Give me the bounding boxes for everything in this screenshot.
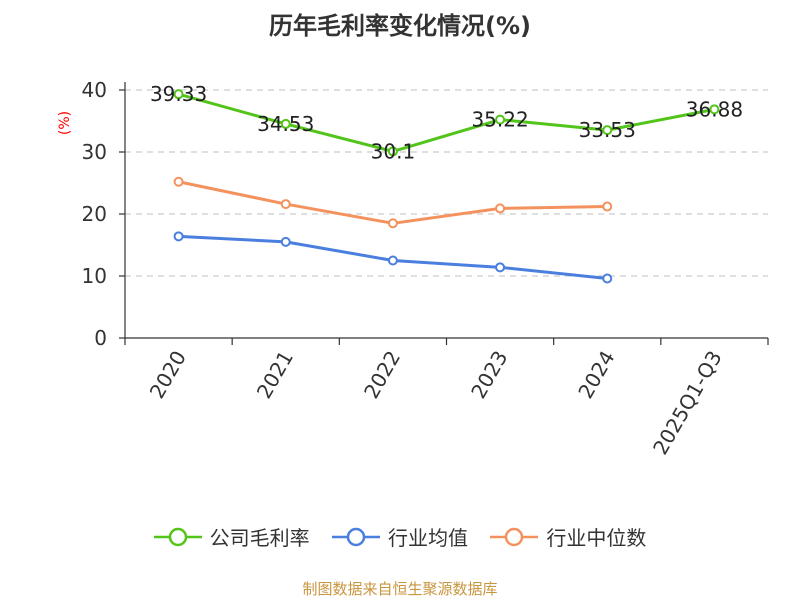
- legend-line-icon: [153, 527, 202, 546]
- legend: 公司毛利率 行业均值 行业中位数: [0, 522, 800, 554]
- legend-label: 公司毛利率: [209, 526, 310, 550]
- data-point: [280, 199, 291, 210]
- chart-title: 历年毛利率变化情况(%): [269, 12, 531, 40]
- data-label: 30.1: [371, 139, 416, 163]
- series-line: [178, 92, 715, 153]
- data-point: [495, 262, 506, 273]
- data-label: 36.88: [686, 97, 743, 121]
- data-point: [495, 203, 506, 214]
- legend-line-icon: [490, 527, 539, 546]
- legend-item-industry-mean[interactable]: 行业均值: [332, 522, 468, 551]
- data-point: [387, 146, 398, 157]
- y-tick-label: 0: [94, 326, 107, 350]
- data-label: 39.33: [150, 82, 207, 106]
- x-tick-label: 2022: [359, 347, 405, 403]
- y-axis-label: (%): [57, 111, 73, 135]
- x-tick-label: 2020: [145, 347, 191, 403]
- data-point: [709, 104, 720, 115]
- data-label: 35.22: [471, 108, 528, 132]
- x-tick-label: 2021: [252, 347, 298, 403]
- line-chart: 0 10 20 30 40 (%) 2020 2021 2022 2023 2024 2025Q1-Q…: [57, 78, 769, 459]
- data-point: [173, 231, 184, 242]
- series-line: [178, 180, 608, 225]
- y-tick-label: 20: [82, 202, 107, 226]
- legend-item-company[interactable]: 公司毛利率: [153, 522, 310, 551]
- data-label: 34.53: [257, 112, 314, 136]
- y-tick-label: 10: [82, 264, 107, 288]
- legend-label: 行业中位数: [546, 526, 647, 550]
- data-point: [387, 255, 398, 266]
- legend-label: 行业均值: [388, 526, 468, 550]
- x-tick-label: 2025Q1-Q3: [648, 347, 727, 459]
- data-point: [280, 118, 291, 129]
- data-point: [602, 273, 613, 284]
- data-point: [602, 125, 613, 136]
- x-tick-label: 2024: [573, 347, 619, 403]
- data-point: [387, 218, 398, 229]
- y-tick-label: 40: [82, 78, 107, 102]
- data-point: [173, 176, 184, 187]
- legend-item-industry-median[interactable]: 行业中位数: [490, 522, 646, 551]
- data-point: [173, 89, 184, 100]
- y-tick-label: 30: [82, 140, 107, 164]
- data-point: [602, 201, 613, 212]
- x-tick-label: 2023: [466, 347, 512, 403]
- data-label: 33.53: [579, 118, 636, 142]
- data-point: [495, 114, 506, 125]
- data-source-note: 制图数据来自恒生聚源数据库: [302, 580, 498, 598]
- legend-line-icon: [332, 527, 380, 546]
- data-point: [280, 236, 291, 247]
